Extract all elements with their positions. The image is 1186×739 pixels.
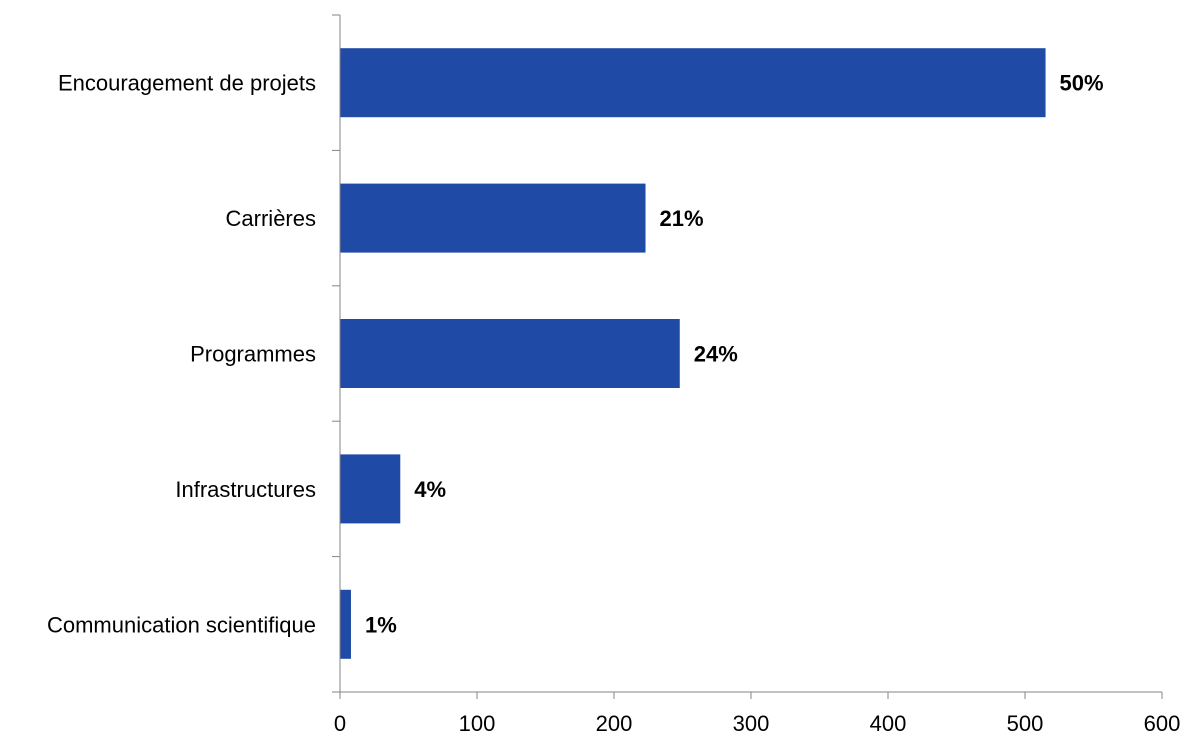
bar-5	[340, 589, 351, 659]
bars-group	[340, 48, 1046, 659]
x-tick-label-0: 0	[334, 711, 346, 736]
y-axis-ticks-group	[332, 14, 340, 693]
x-tick-label-400: 400	[870, 711, 907, 736]
bar-2	[340, 183, 646, 253]
bar-1	[340, 48, 1046, 118]
x-tick-label-500: 500	[1007, 711, 1044, 736]
category-label-4: Infrastructures	[175, 477, 316, 502]
data-labels-group: 50% 21% 24% 4% 1%	[365, 71, 1104, 638]
category-labels-group: Encouragement de projets Carrières Program…	[47, 71, 316, 638]
x-tick-label-300: 300	[733, 711, 770, 736]
data-label-2: 21%	[660, 206, 704, 231]
data-label-3: 24%	[694, 342, 738, 367]
x-tick-label-600: 600	[1144, 711, 1181, 736]
bar-3	[340, 319, 680, 388]
category-label-3: Programmes	[190, 342, 316, 367]
x-tick-labels-group: 0 100 200 300 400 500 600	[334, 711, 1180, 736]
x-tick-label-200: 200	[596, 711, 633, 736]
category-label-1: Encouragement de projets	[58, 71, 316, 96]
category-label-5: Communication scientifique	[47, 612, 316, 637]
x-axis-ticks-group	[339, 692, 1163, 699]
category-label-2: Carrières	[226, 206, 316, 231]
x-tick-label-100: 100	[459, 711, 496, 736]
bar-4	[340, 454, 401, 524]
data-label-5: 1%	[365, 612, 397, 637]
data-label-1: 50%	[1060, 71, 1104, 96]
data-label-4: 4%	[414, 477, 446, 502]
